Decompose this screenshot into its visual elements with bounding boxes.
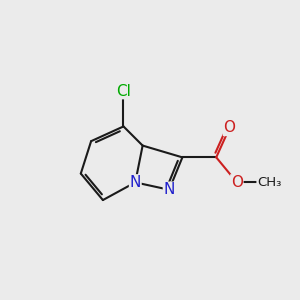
Text: N: N (164, 182, 175, 197)
Text: N: N (130, 175, 141, 190)
Text: O: O (231, 175, 243, 190)
Text: CH₃: CH₃ (257, 176, 281, 189)
Text: Cl: Cl (116, 84, 131, 99)
Text: O: O (224, 120, 236, 135)
